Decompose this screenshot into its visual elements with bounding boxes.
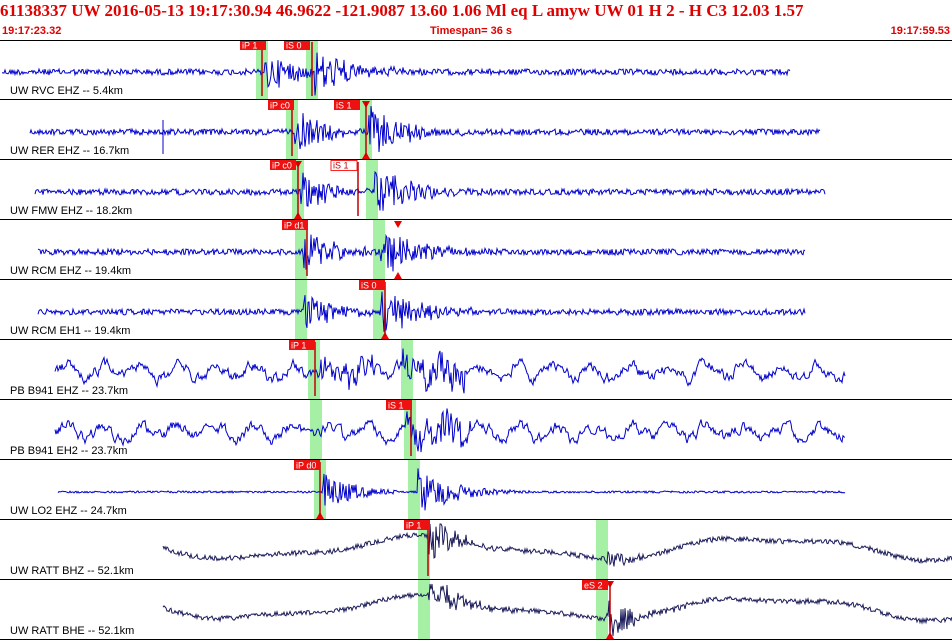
pick-label: iP 1 [406, 521, 421, 531]
station-label: UW LO2 EHZ -- 24.7km [10, 505, 127, 517]
pick-label: iP 1 [291, 341, 306, 351]
phase-window [596, 580, 608, 639]
pick-label-box [240, 40, 266, 50]
station-label: UW FMW EHZ -- 18.2km [10, 205, 132, 217]
pick-label: iP d0 [296, 461, 316, 471]
pick-label: eS 2 [584, 581, 603, 591]
pick-label: iP 1 [242, 41, 257, 51]
pick-label-box [284, 40, 310, 50]
trace-row: UW RATT BHE -- 52.1km [0, 580, 952, 640]
trace-row: UW RVC EHZ -- 5.4km [0, 40, 952, 100]
waveform [37, 291, 806, 332]
pick-label-box [289, 340, 315, 350]
station-label: UW RCM EH1 -- 19.4km [10, 325, 130, 337]
waveform [54, 348, 846, 394]
pick-label-box [330, 160, 358, 171]
traces-svg[interactable]: UW RVC EHZ -- 5.4km iP 1 iS 0 UW RER EHZ --… [0, 40, 952, 640]
phase-pick[interactable]: iP 1 [289, 340, 316, 396]
pick-label-box [582, 580, 608, 590]
station-label: UW RATT BHZ -- 52.1km [10, 565, 134, 577]
time-bar: 19:17:23.32 Timespan= 36 s 19:17:59.53 [0, 25, 952, 39]
phase-window [310, 400, 322, 459]
pick-label: iP c0 [272, 161, 292, 171]
station-label: UW RATT BHE -- 52.1km [10, 625, 134, 637]
waveform [29, 106, 821, 153]
pick-label: iS 0 [361, 281, 377, 291]
phase-pick[interactable]: iP 1 [404, 520, 430, 576]
trace-row: UW FMW EHZ -- 18.2km [0, 160, 952, 220]
trace-row: UW LO2 EHZ -- 24.7km [0, 460, 952, 520]
waveform [162, 523, 952, 567]
phase-pick[interactable]: iP d1 [282, 220, 308, 276]
pick-label-box [359, 280, 385, 290]
phase-window [596, 520, 608, 579]
pick-triangle-marker [394, 221, 402, 228]
phase-window [401, 340, 413, 399]
trace-row: UW RATT BHZ -- 52.1km [0, 520, 952, 580]
station-label: UW RER EHZ -- 16.7km [10, 145, 129, 157]
pick-label: iS 0 [286, 41, 302, 51]
waveform [34, 171, 826, 211]
pick-label-box [268, 100, 294, 110]
pick-label-box [294, 460, 320, 470]
pick-label-box [404, 520, 430, 530]
trace-row: UW RCM EH1 -- 19.4km [0, 280, 952, 340]
phase-pick[interactable]: iS 0 [284, 40, 313, 96]
trace-row: UW RCM EHZ -- 19.4km [0, 220, 952, 280]
pick-triangle-marker [394, 272, 402, 279]
pick-label-box [270, 160, 296, 170]
waveform [54, 408, 846, 453]
station-label: PB B941 EH2 -- 23.7km [10, 445, 127, 457]
pick-label-box [386, 400, 412, 410]
waveform [1, 52, 791, 96]
phase-window [408, 460, 420, 519]
phase-window [418, 580, 430, 639]
timespan-label: Timespan= 36 s [430, 25, 513, 37]
trace-row: PB B941 EH2 -- 23.7km [0, 400, 952, 460]
pick-label-box [334, 100, 360, 110]
pick-label-box [282, 220, 308, 230]
phase-pick[interactable]: iP 1 [240, 40, 266, 96]
waveform [162, 583, 952, 636]
event-summary-line: 61138337 UW 2016-05-13 19:17:30.94 46.96… [0, 1, 804, 20]
end-time: 19:17:59.53 [890, 25, 950, 37]
phase-pick[interactable]: iP d0 [294, 460, 321, 516]
seismogram-panel[interactable]: UW RVC EHZ -- 5.4km iP 1 iS 0 UW RER EHZ --… [0, 40, 952, 640]
station-label: UW RCM EHZ -- 19.4km [10, 265, 131, 277]
pick-label: iP d1 [284, 221, 304, 231]
start-time: 19:17:23.32 [2, 25, 62, 37]
station-label: PB B941 EHZ -- 23.7km [10, 385, 128, 397]
event-header: 61138337 UW 2016-05-13 19:17:30.94 46.96… [0, 0, 952, 24]
phase-window [295, 280, 307, 339]
phase-pick[interactable]: iS 1 [386, 400, 412, 456]
phase-pick[interactable]: iS 0 [359, 280, 386, 336]
pick-label: iS 1 [388, 401, 404, 411]
phase-pick[interactable]: eS 2 [582, 580, 611, 636]
phase-pick[interactable]: iP c0 [270, 160, 299, 216]
waveform [57, 468, 846, 511]
trace-row: PB B941 EHZ -- 23.7km [0, 340, 952, 400]
phase-window [308, 340, 320, 399]
phase-pick[interactable]: iP c0 [268, 100, 294, 156]
trace-row: UW RER EHZ -- 16.7km [0, 100, 952, 160]
phase-pick[interactable]: iS 1 [330, 160, 359, 217]
pick-label: iS 1 [336, 101, 352, 111]
pick-label: iP c0 [270, 101, 290, 111]
pick-label: iS 1 [333, 161, 349, 171]
phase-pick[interactable]: iS 1 [334, 100, 367, 156]
waveform [37, 233, 806, 272]
station-label: UW RVC EHZ -- 5.4km [10, 85, 123, 97]
